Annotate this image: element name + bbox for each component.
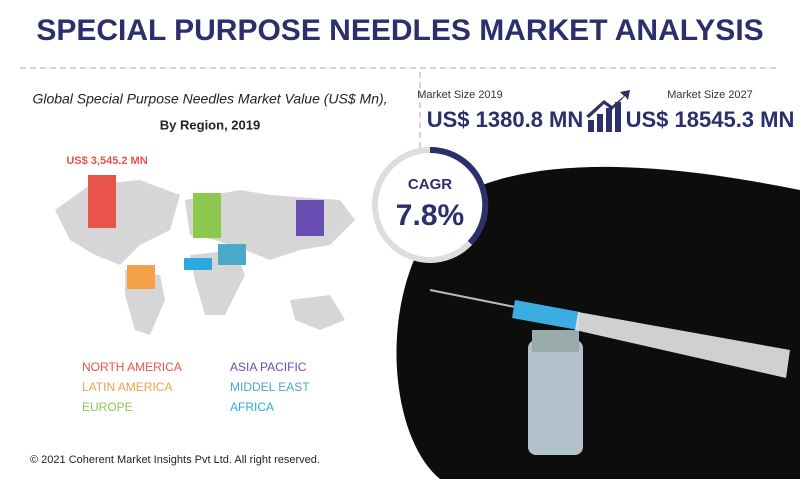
stat-label: Market Size 2027: [667, 89, 753, 101]
growth-icon: [586, 90, 630, 132]
copyright: © 2021 Coherent Market Insights Pvt Ltd.…: [30, 454, 320, 466]
cagr-arc: [429, 146, 489, 246]
cagr-value: 7.8%: [396, 199, 464, 232]
stat-value: US$ 18545.3 MN: [626, 107, 795, 132]
world-map: [55, 180, 355, 335]
value-label: US$ 3,545.2 MN: [66, 155, 147, 167]
title: SPECIAL PURPOSE NEEDLES MARKET ANALYSIS: [36, 14, 763, 47]
bar: [193, 193, 221, 238]
chart-title: Global Special Purpose Needles Market Va…: [32, 91, 387, 107]
bar: [127, 265, 155, 289]
bar: [88, 175, 116, 228]
chart-subtitle: By Region, 2019: [160, 117, 260, 132]
legend-entry: LATIN AMERICA: [82, 380, 172, 394]
bar: [296, 199, 324, 236]
syringe: [429, 289, 790, 455]
legend-entry: NORTH AMERICA: [82, 360, 182, 374]
stat-value: US$ 1380.8 MN: [427, 107, 584, 132]
bar: [184, 258, 212, 270]
bar: [218, 244, 246, 265]
legend-entry: EUROPE: [82, 400, 133, 414]
cagr-label: CAGR: [408, 176, 452, 193]
legend-entry: MIDDEL EAST: [230, 380, 310, 394]
legend-entry: AFRICA: [230, 400, 274, 414]
stat-label: Market Size 2019: [417, 89, 503, 101]
legend-entry: ASIA PACIFIC: [230, 360, 307, 374]
